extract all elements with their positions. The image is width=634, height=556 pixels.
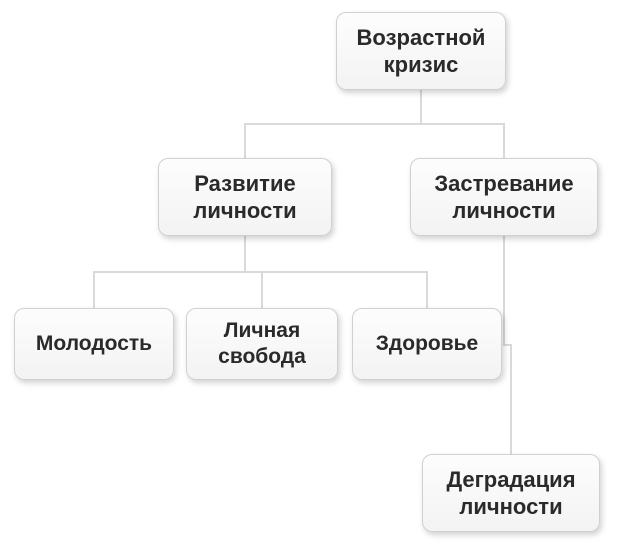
node-stuck: Застреваниеличности	[410, 158, 598, 236]
node-freedom: Личнаясвобода	[186, 308, 338, 380]
node-label: Личнаясвобода	[218, 318, 306, 371]
node-develop: Развитиеличности	[158, 158, 332, 236]
node-label: Молодость	[36, 331, 152, 357]
edge-develop-freedom	[245, 236, 262, 308]
edge-develop-youth	[94, 236, 245, 308]
node-degradation: Деградацияличности	[422, 454, 600, 532]
diagram-canvas: Возрастнойкризис Развитиеличности Застре…	[0, 0, 634, 556]
node-health: Здоровье	[352, 308, 502, 380]
edge-root-develop	[245, 90, 421, 158]
edge-develop-health	[245, 236, 427, 308]
node-label: Возрастнойкризис	[357, 24, 486, 79]
edge-stuck-degradation	[504, 236, 511, 454]
node-label: Развитиеличности	[193, 170, 296, 225]
node-label: Деградацияличности	[446, 466, 575, 521]
node-youth: Молодость	[14, 308, 174, 380]
node-label: Застреваниеличности	[434, 170, 573, 225]
node-label: Здоровье	[376, 331, 478, 357]
node-root: Возрастнойкризис	[336, 12, 506, 90]
edge-root-stuck	[421, 90, 504, 158]
